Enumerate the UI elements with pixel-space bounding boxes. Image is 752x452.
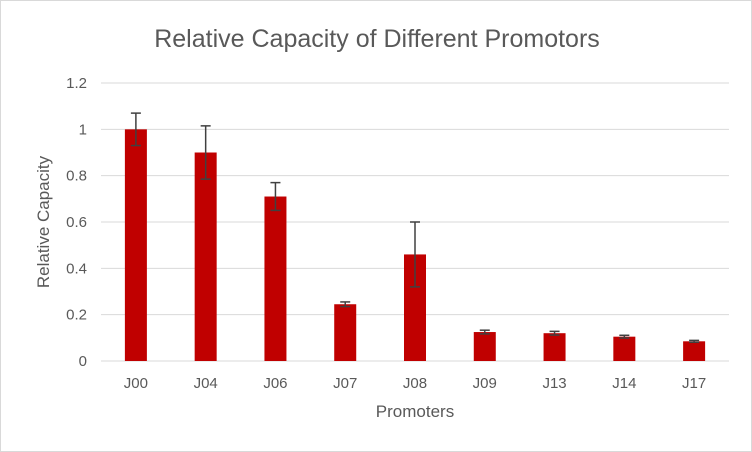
y-axis-ticks: 0 0.2 0.4 0.6 0.8 1 1.2 — [66, 75, 87, 370]
bars — [124, 129, 706, 361]
error-bar-j00 — [130, 112, 141, 147]
x-tick-label: J09 — [473, 375, 497, 392]
error-bar-j13 — [549, 330, 560, 336]
bar-j06 — [264, 196, 287, 361]
x-tick-label: J06 — [263, 375, 287, 392]
error-bar-j06 — [270, 181, 281, 212]
x-axis-label: Promoters — [376, 402, 454, 421]
x-tick-label: J00 — [124, 375, 148, 392]
y-tick-label: 0.2 — [66, 307, 87, 324]
error-bar-j08 — [410, 221, 420, 288]
error-bar-j04 — [200, 125, 211, 180]
error-bar-j07 — [340, 301, 351, 308]
chart-title: Relative Capacity of Different Promotors — [154, 25, 600, 53]
x-axis-ticks: J00 J04 J06 J07 J08 J09 J13 J14 J17 — [124, 375, 706, 392]
bar-j14 — [613, 336, 636, 361]
x-tick-label: J08 — [403, 375, 427, 392]
bar-j00 — [124, 129, 147, 361]
x-tick-label: J04 — [194, 375, 218, 392]
x-tick-label: J07 — [333, 375, 357, 392]
y-tick-label: 1.2 — [66, 75, 87, 92]
error-bar-j09 — [479, 329, 490, 335]
y-tick-label: 0 — [79, 353, 87, 370]
bar-j09 — [473, 332, 496, 361]
error-bar-j14 — [619, 334, 630, 339]
bar-j04 — [194, 152, 217, 361]
y-tick-label: 0.4 — [66, 260, 87, 277]
bar-j13 — [543, 333, 566, 361]
bar-j07 — [334, 304, 357, 361]
y-tick-label: 0.6 — [66, 214, 87, 231]
bar-j08 — [404, 254, 426, 361]
bar-j17 — [683, 341, 706, 361]
x-tick-label: J17 — [682, 375, 706, 392]
error-bars — [130, 112, 700, 343]
y-axis-label: Relative Capacity — [34, 155, 53, 288]
error-bar-j17 — [689, 339, 700, 343]
x-tick-label: J14 — [612, 375, 636, 392]
y-tick-label: 0.8 — [66, 168, 87, 185]
x-tick-label: J13 — [542, 375, 566, 392]
y-tick-label: 1 — [79, 121, 87, 138]
